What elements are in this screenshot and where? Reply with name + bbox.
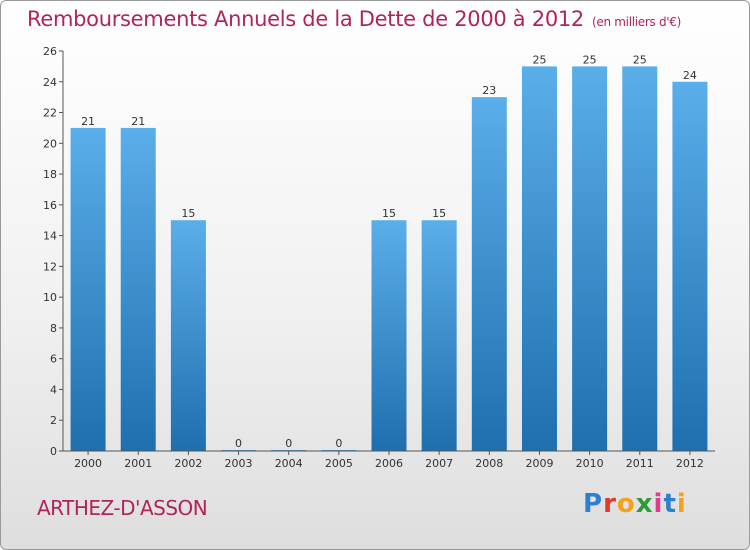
y-tick-label: 2: [50, 414, 57, 427]
y-tick-label: 22: [43, 107, 57, 120]
data-label-2000: 21: [81, 115, 95, 128]
y-tick-label: 8: [50, 322, 57, 335]
x-tick-label-2010: 2010: [576, 457, 604, 470]
chart-unit: (en milliers d'€): [592, 15, 682, 29]
logo-letter: o: [616, 489, 636, 519]
y-tick-label: 18: [43, 168, 57, 181]
x-tick-label-2008: 2008: [475, 457, 503, 470]
bar-2012: [672, 81, 708, 452]
y-tick-label: 24: [43, 76, 57, 89]
logo-letter: x: [635, 489, 654, 519]
y-tick-label: 20: [43, 137, 57, 150]
y-tick-label: 4: [50, 383, 57, 396]
data-label-2010: 25: [583, 53, 597, 66]
town-name: ARTHEZ-D'ASSON: [37, 496, 208, 520]
y-tick-label: 16: [43, 199, 57, 212]
data-label-2004: 0: [285, 437, 292, 450]
bar-2002: [170, 220, 206, 451]
bar-2000: [70, 127, 106, 451]
chart-title: Remboursements Annuels de la Dette de 20…: [27, 7, 681, 31]
bar-2006: [371, 220, 407, 451]
x-tick-label-2012: 2012: [676, 457, 704, 470]
proxiti-logo[interactable]: Proxiti: [583, 489, 687, 519]
y-tick-label: 14: [43, 230, 57, 243]
data-label-2009: 25: [532, 53, 546, 66]
x-tick-label-2007: 2007: [425, 457, 453, 470]
bar-2011: [622, 66, 658, 451]
x-tick-label-2002: 2002: [174, 457, 202, 470]
y-tick-label: 10: [43, 291, 57, 304]
data-label-2008: 23: [482, 84, 496, 97]
y-tick-label: 26: [43, 45, 57, 58]
x-tick-label-2003: 2003: [225, 457, 253, 470]
data-label-2006: 15: [382, 207, 396, 220]
logo-letter: P: [583, 489, 604, 519]
logo-letter: t: [663, 489, 677, 519]
x-tick-label-2006: 2006: [375, 457, 403, 470]
data-label-2003: 0: [235, 437, 242, 450]
x-tick-label-2001: 2001: [124, 457, 152, 470]
logo-letter: i: [653, 489, 664, 519]
y-tick-label: 12: [43, 260, 57, 273]
data-label-2005: 0: [335, 437, 342, 450]
y-tick-label: 6: [50, 353, 57, 366]
x-tick-label-2004: 2004: [275, 457, 303, 470]
logo-letter: r: [603, 489, 617, 519]
bar-2001: [120, 127, 156, 451]
bar-2009: [521, 66, 557, 451]
bar-2010: [572, 66, 608, 451]
data-label-2012: 24: [683, 69, 697, 82]
bar-2008: [471, 97, 507, 452]
data-label-2002: 15: [181, 207, 195, 220]
x-tick-label-2000: 2000: [74, 457, 102, 470]
x-tick-label-2009: 2009: [525, 457, 553, 470]
x-tick-label-2005: 2005: [325, 457, 353, 470]
data-label-2007: 15: [432, 207, 446, 220]
x-tick-label-2011: 2011: [626, 457, 654, 470]
data-label-2001: 21: [131, 115, 145, 128]
logo-letter: i: [676, 489, 687, 519]
bars: [70, 66, 708, 452]
x-axis: 2000 2001 2002 2003 2004 2005 2006 2007 2008 2009…: [63, 450, 715, 470]
y-tick-label: 0: [50, 445, 57, 458]
chart-title-text: Remboursements Annuels de la Dette de 20…: [27, 7, 584, 31]
data-labels: 21 21 15 0 0 0 15 15 23 25 25 25 24: [81, 53, 697, 450]
data-label-2011: 25: [633, 53, 647, 66]
bar-2007: [421, 220, 457, 451]
